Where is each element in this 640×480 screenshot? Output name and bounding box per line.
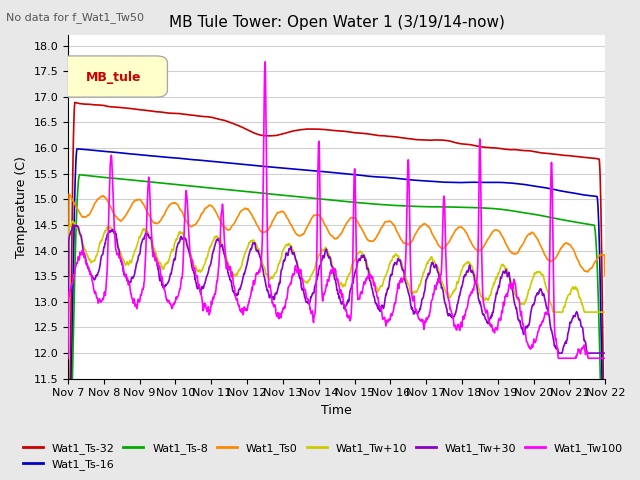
Y-axis label: Temperature (C): Temperature (C) <box>15 156 28 258</box>
FancyBboxPatch shape <box>60 56 168 97</box>
Text: No data for f_Wat1_Tw50: No data for f_Wat1_Tw50 <box>6 12 145 23</box>
Title: MB Tule Tower: Open Water 1 (3/19/14-now): MB Tule Tower: Open Water 1 (3/19/14-now… <box>169 15 504 30</box>
Legend: Wat1_Ts-32, Wat1_Ts-16, Wat1_Ts-8, Wat1_Ts0, Wat1_Tw+10, Wat1_Tw+30, Wat1_Tw100: Wat1_Ts-32, Wat1_Ts-16, Wat1_Ts-8, Wat1_… <box>19 438 628 474</box>
X-axis label: Time: Time <box>321 404 352 417</box>
Text: MB_tule: MB_tule <box>86 71 141 84</box>
